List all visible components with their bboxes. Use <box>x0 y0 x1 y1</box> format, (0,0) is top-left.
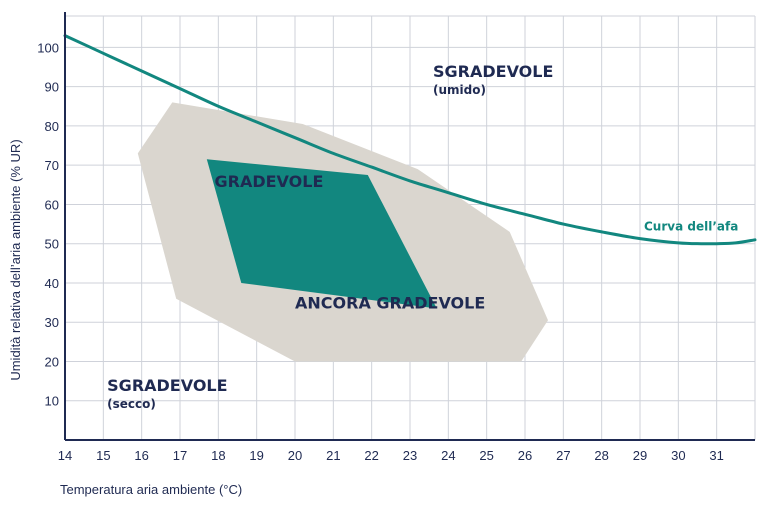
x-tick-label: 23 <box>403 448 417 463</box>
y-tick-label: 80 <box>45 119 59 134</box>
x-tick-label: 21 <box>326 448 340 463</box>
region-label: ANCORA GRADEVOLE <box>295 293 485 312</box>
y-tick-label: 70 <box>45 158 59 173</box>
axes <box>64 12 755 441</box>
x-tick-label: 30 <box>671 448 685 463</box>
region-label: GRADEVOLE <box>215 172 324 191</box>
annotations: SGRADEVOLE (umido) GRADEVOLE ANCORA GRADEVO… <box>107 62 738 411</box>
region-gradevole <box>206 159 437 309</box>
x-tick-label: 14 <box>58 448 72 463</box>
y-tick-label: 90 <box>45 80 59 95</box>
y-tick-label: 40 <box>45 276 59 291</box>
x-tick-label: 28 <box>594 448 608 463</box>
y-axis-title: Umidità relativa dell’aria ambiente (% U… <box>8 139 23 380</box>
x-tick-label: 17 <box>173 448 187 463</box>
y-tick-label: 20 <box>45 354 59 369</box>
x-tick-label: 25 <box>479 448 493 463</box>
x-tick-label: 20 <box>288 448 302 463</box>
y-tick-label: 100 <box>37 40 59 55</box>
x-tick-label: 24 <box>441 448 455 463</box>
region-label: SGRADEVOLE <box>433 62 553 81</box>
x-tick-label: 29 <box>633 448 647 463</box>
tick-labels: 14 15 16 17 18 19 20 21 22 23 24 25 26 27 28 29 30 31 10 20… <box>37 40 724 463</box>
x-tick-label: 16 <box>134 448 148 463</box>
curve-series <box>63 34 757 246</box>
y-tick-label: 60 <box>45 197 59 212</box>
x-tick-label: 27 <box>556 448 570 463</box>
region-sublabel: (secco) <box>107 397 156 411</box>
region-label: SGRADEVOLE <box>107 376 227 395</box>
x-tick-label: 18 <box>211 448 225 463</box>
y-tick-label: 50 <box>45 237 59 252</box>
curva-afa-line <box>63 34 757 246</box>
region-sublabel: (umido) <box>433 83 486 97</box>
x-tick-label: 31 <box>709 448 723 463</box>
x-tick-label: 26 <box>518 448 532 463</box>
y-tick-label: 10 <box>45 394 59 409</box>
x-tick-label: 19 <box>249 448 263 463</box>
curve-label: Curva dell’afa <box>644 220 738 234</box>
regions <box>137 102 549 362</box>
x-tick-label: 15 <box>96 448 110 463</box>
x-axis-title: Temperatura aria ambiente (°C) <box>60 482 242 497</box>
x-tick-label: 22 <box>364 448 378 463</box>
y-tick-label: 30 <box>45 315 59 330</box>
